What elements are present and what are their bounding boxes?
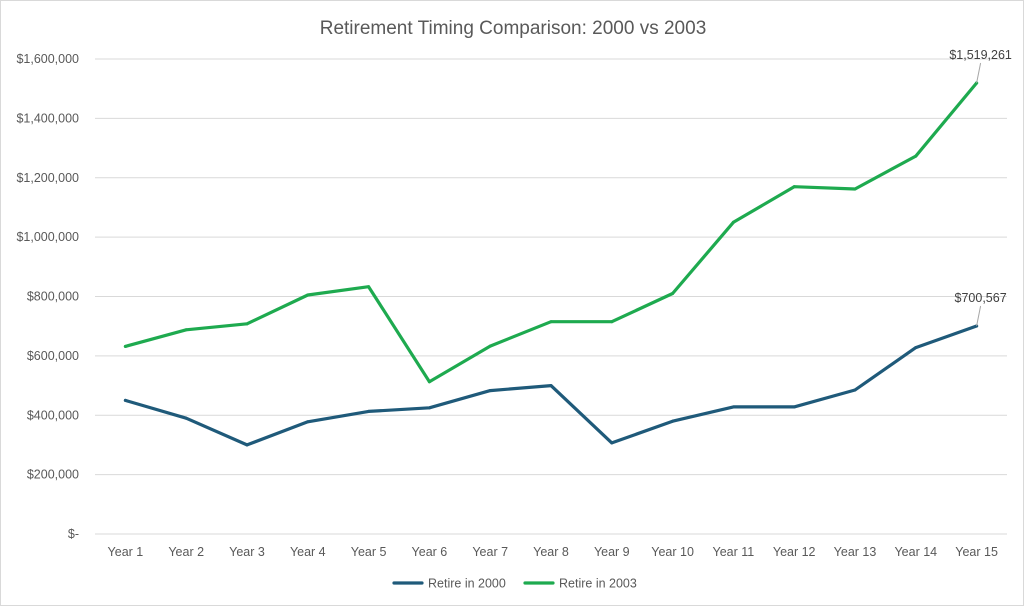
data-point [549, 320, 553, 324]
x-tick-label: Year 3 [229, 545, 265, 559]
y-tick-label: $- [68, 527, 79, 541]
data-point [671, 419, 675, 423]
data-point [853, 388, 857, 392]
legend: Retire in 2000 Retire in 2003 [392, 577, 637, 591]
x-tick-label: Year 9 [594, 545, 630, 559]
y-tick-label: $1,600,000 [16, 52, 79, 66]
data-label-leader [976, 305, 982, 327]
data-point [427, 406, 431, 410]
x-tick-label: Year 12 [773, 545, 816, 559]
data-label: $1,519,261 [949, 48, 1012, 62]
x-tick-label: Year 6 [412, 545, 448, 559]
data-point [184, 416, 188, 420]
x-tick-label: Year 10 [651, 545, 694, 559]
data-point [306, 420, 310, 424]
x-tick-label: Year 1 [108, 545, 144, 559]
data-point [853, 187, 857, 191]
x-tick-label: Year 7 [472, 545, 508, 559]
series-line [123, 81, 979, 384]
x-tick-label: Year 11 [713, 545, 755, 559]
data-label: $700,567 [955, 291, 1007, 305]
x-tick-label: Year 5 [351, 545, 387, 559]
x-tick-label: Year 15 [955, 545, 998, 559]
data-labels: $700,567 $1,519,261 [949, 48, 1012, 327]
y-tick-label: $600,000 [27, 349, 79, 363]
data-point [245, 443, 249, 447]
y-tick-label: $1,000,000 [16, 230, 79, 244]
x-tick-label: Year 4 [290, 545, 326, 559]
data-point [488, 389, 492, 393]
y-axis-ticks: $- $200,000 $400,000 $600,000 $800,000 $1,000… [16, 52, 79, 541]
data-point [914, 154, 918, 158]
y-tick-label: $1,200,000 [16, 171, 79, 185]
data-point [367, 285, 371, 289]
data-point [367, 409, 371, 413]
data-point [184, 328, 188, 332]
data-point [914, 346, 918, 350]
x-tick-label: Year 2 [168, 545, 204, 559]
x-tick-label: Year 14 [894, 545, 937, 559]
y-tick-label: $1,400,000 [16, 111, 79, 125]
y-tick-label: $800,000 [27, 290, 79, 304]
x-tick-label: Year 13 [834, 545, 877, 559]
data-point [123, 398, 127, 402]
x-axis-ticks: Year 1 Year 2 Year 3 Year 4 Year 5 Year 6 Year… [108, 545, 998, 559]
data-point [731, 405, 735, 409]
x-tick-label: Year 8 [533, 545, 569, 559]
data-point [427, 380, 431, 384]
y-tick-label: $200,000 [27, 468, 79, 482]
data-point [671, 292, 675, 296]
data-point [792, 185, 796, 189]
legend-label: Retire in 2000 [428, 577, 506, 591]
data-point [245, 322, 249, 326]
data-point [123, 344, 127, 348]
data-point [610, 320, 614, 324]
data-point [549, 384, 553, 388]
data-label-leader [976, 62, 982, 84]
y-tick-label: $400,000 [27, 408, 79, 422]
data-point [488, 344, 492, 348]
series-lines [123, 81, 979, 447]
data-point [610, 441, 614, 445]
data-point [306, 293, 310, 297]
data-point [792, 405, 796, 409]
legend-label: Retire in 2003 [559, 577, 637, 591]
chart-title: Retirement Timing Comparison: 2000 vs 20… [320, 18, 707, 39]
data-point [731, 220, 735, 224]
gridlines [95, 58, 1007, 535]
